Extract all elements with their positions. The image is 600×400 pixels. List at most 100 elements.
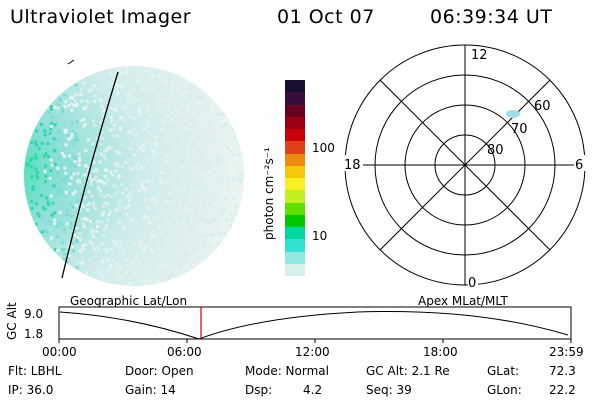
pixel-speckle [137, 262, 141, 265]
pixel-speckle [116, 68, 120, 72]
colorbar-unit-label: photon cm⁻²s⁻¹ [262, 147, 276, 240]
pixel-speckle [41, 204, 45, 208]
pixel-speckle [67, 104, 71, 108]
pixel-speckle [232, 150, 236, 154]
pixel-speckle [137, 76, 141, 80]
pixel-speckle [190, 193, 193, 197]
pixel-speckle [67, 245, 71, 249]
pixel-speckle [202, 167, 205, 171]
pixel-speckle [79, 87, 83, 91]
pixel-speckle [173, 166, 177, 170]
pixel-speckle [185, 227, 189, 231]
pixel-speckle [67, 134, 71, 138]
pixel-speckle [30, 207, 34, 211]
pixel-speckle [109, 264, 113, 268]
lat-label-80: 80 [487, 143, 504, 158]
pixel-speckle [133, 214, 137, 218]
pixel-speckle [234, 205, 238, 208]
pixel-speckle [206, 114, 210, 118]
pixel-speckle [44, 164, 48, 168]
pixel-speckle [55, 235, 59, 239]
pixel-speckle [62, 228, 66, 232]
pixel-speckle [197, 145, 201, 149]
pixel-speckle [46, 200, 50, 204]
pixel-speckle [129, 157, 133, 161]
pixel-speckle [81, 222, 85, 226]
pixel-speckle [132, 116, 135, 120]
pixel-speckle [173, 224, 177, 228]
pixel-speckle [128, 190, 132, 194]
pixel-speckle [51, 216, 55, 220]
pixel-speckle [121, 142, 125, 146]
pixel-speckle [154, 194, 158, 198]
pixel-speckle [109, 209, 113, 213]
pixel-speckle [93, 99, 97, 103]
pixel-speckle [82, 107, 86, 111]
pixel-speckle [151, 238, 155, 241]
pixel-speckle [151, 75, 155, 79]
pixel-speckle [216, 231, 220, 235]
pixel-speckle [113, 107, 116, 111]
pixel-speckle [192, 174, 196, 178]
pixel-speckle [92, 201, 96, 205]
pixel-speckle [119, 85, 123, 89]
pixel-speckle [143, 246, 147, 250]
pixel-speckle [114, 169, 118, 173]
pixel-speckle [234, 171, 238, 175]
pixel-speckle [237, 141, 241, 145]
pixel-speckle [175, 196, 179, 200]
pixel-speckle [217, 186, 221, 189]
pixel-speckle [157, 246, 161, 250]
pixel-speckle [109, 194, 113, 198]
pixel-speckle [132, 260, 136, 264]
pixel-speckle [105, 227, 109, 231]
pixel-speckle [153, 176, 156, 180]
pixel-speckle [81, 256, 84, 260]
pixel-speckle [115, 226, 119, 229]
pixel-speckle [58, 129, 62, 133]
pixel-speckle [162, 147, 166, 151]
pixel-speckle [211, 130, 215, 134]
pixel-speckle [161, 119, 165, 123]
pixel-speckle [190, 209, 194, 213]
pixel-speckle [234, 211, 238, 215]
pixel-speckle [240, 164, 244, 167]
pixel-speckle [65, 132, 68, 136]
pixel-speckle [142, 149, 145, 153]
pixel-speckle [182, 92, 185, 96]
pixel-speckle [50, 107, 54, 111]
pixel-speckle [140, 240, 144, 244]
pixel-speckle [153, 271, 157, 275]
pixel-speckle [137, 112, 141, 116]
pixel-speckle [73, 165, 77, 169]
pixel-speckle [129, 115, 133, 119]
pixel-speckle [76, 172, 80, 176]
pixel-speckle [128, 198, 132, 202]
pixel-speckle [134, 240, 138, 244]
pixel-speckle [135, 259, 139, 263]
pixel-speckle [86, 169, 90, 173]
pixel-speckle [228, 181, 231, 185]
pixel-speckle [219, 212, 223, 216]
pixel-speckle [136, 283, 140, 286]
pixel-speckle [96, 225, 99, 228]
pixel-speckle [201, 96, 205, 100]
colorbar-tick-100: 100 [312, 141, 335, 155]
pixel-speckle [101, 84, 105, 87]
pixel-speckle [153, 138, 157, 142]
pixel-speckle [68, 182, 72, 186]
pixel-speckle [176, 151, 180, 155]
pixel-speckle [114, 278, 118, 282]
pixel-speckle [92, 169, 95, 173]
pixel-speckle [223, 112, 226, 116]
pixel-speckle [85, 218, 89, 222]
pixel-speckle [101, 204, 105, 208]
pixel-speckle [43, 133, 47, 137]
pixel-speckle [102, 109, 106, 113]
pixel-speckle [170, 89, 174, 93]
pixel-speckle [36, 212, 40, 216]
xtick-2359: 23:59 [549, 345, 584, 359]
pixel-speckle [201, 109, 205, 113]
pixel-speckle [184, 89, 188, 93]
pixel-speckle [177, 87, 181, 90]
